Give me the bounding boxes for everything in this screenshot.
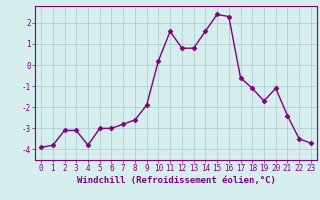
X-axis label: Windchill (Refroidissement éolien,°C): Windchill (Refroidissement éolien,°C) <box>76 176 276 185</box>
